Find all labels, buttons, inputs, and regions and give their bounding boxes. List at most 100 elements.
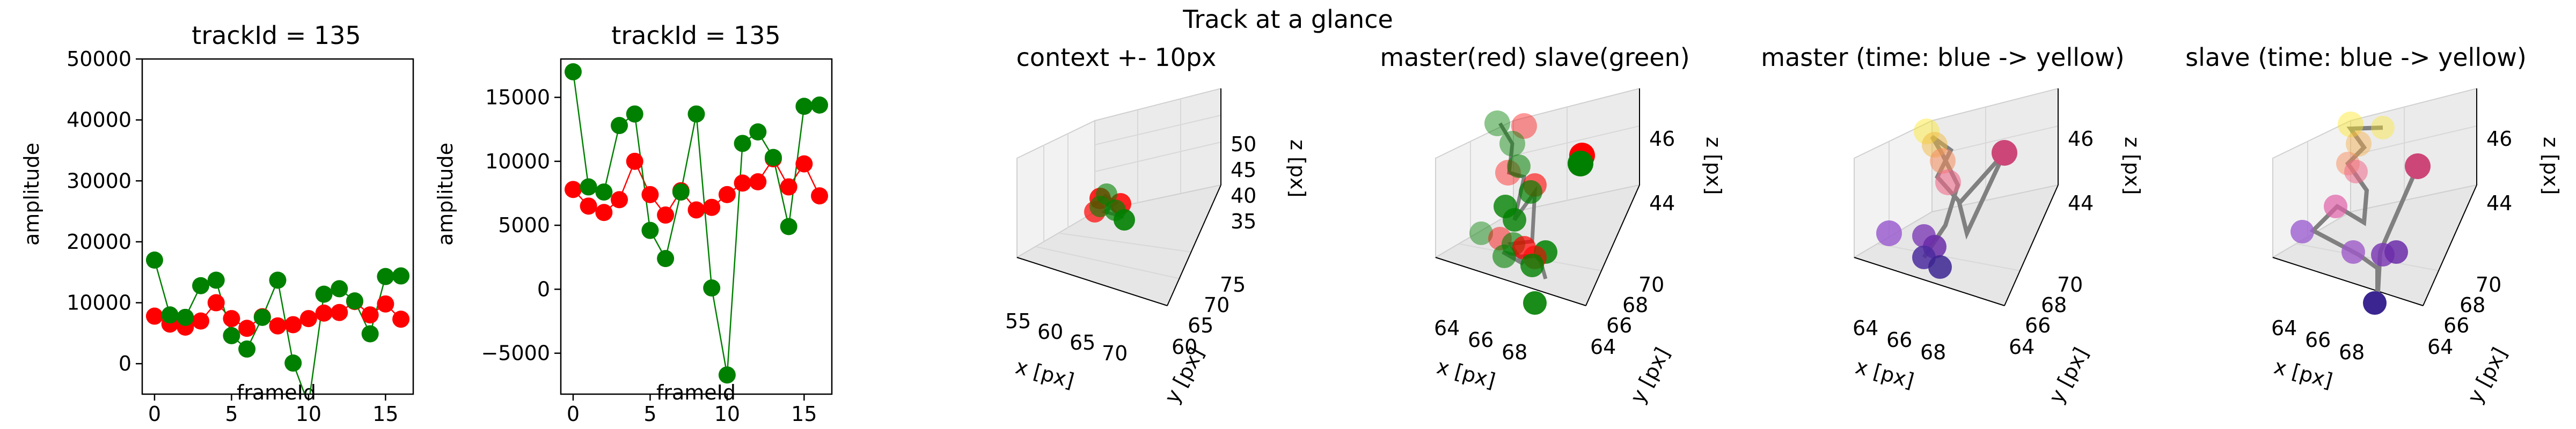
chart-5-xtick: 64 <box>1853 316 1878 340</box>
chart-6-xtick: 68 <box>2339 341 2365 364</box>
chart-4-yticks: 64 66 68 70 <box>1590 273 1664 359</box>
chart-3-title: context +- 10px <box>1016 43 1217 72</box>
chart-1-series-1-point <box>331 304 348 321</box>
chart-6-ylabel: y [px] <box>2463 344 2512 408</box>
chart-6-zlabel: z [px] <box>2539 137 2563 195</box>
chart-6-point <box>2344 160 2368 183</box>
chart-6-point <box>2290 220 2314 243</box>
chart-3-ylabel: y [px] <box>1160 344 1209 408</box>
chart-2-xlabel: frameId <box>656 381 736 404</box>
chart-4-point-slave <box>1507 154 1531 178</box>
chart-5-title: master (time: blue -> yellow) <box>1761 43 2124 72</box>
chart-5-point <box>1935 169 1961 195</box>
chart-2-series-2-point <box>657 250 675 268</box>
chart-6-ztick: 46 <box>2486 127 2512 151</box>
chart-4-xtick: 64 <box>1434 316 1460 340</box>
chart-4-point-slave <box>1520 254 1544 277</box>
chart-6-ytick: 64 <box>2427 335 2453 359</box>
chart-2-xtick-label: 0 <box>567 402 580 426</box>
chart-2-series-1-point <box>811 187 829 205</box>
chart-1-ytick-label: 50000 <box>67 47 131 71</box>
chart-4-point-slave <box>1503 208 1526 232</box>
chart-2-series-area <box>564 63 829 384</box>
chart-2-series-1-point <box>687 201 705 219</box>
chart-2-series-1-point <box>795 155 813 173</box>
chart-1-series-2-point <box>223 327 240 344</box>
chart-5-xtick: 68 <box>1920 341 1946 364</box>
chart-3-xtick: 65 <box>1070 331 1095 354</box>
chart-2-ytick-label: 15000 <box>485 86 550 109</box>
chart-3-xtick: 55 <box>1005 309 1031 333</box>
chart-2-xtick-label: 5 <box>643 402 656 426</box>
chart-6-ytick: 70 <box>2476 273 2501 297</box>
chart-1-series-2-point <box>284 354 302 372</box>
chart-2-series-1-point <box>749 173 767 191</box>
chart-5-zticks: 46 44 <box>2068 127 2094 215</box>
chart-2-series-1-point <box>595 204 613 221</box>
chart-6-title: slave (time: blue -> yellow) <box>2185 43 2527 72</box>
chart-6-xticks: 64 66 68 <box>2271 316 2365 364</box>
chart-2-series-2-point <box>595 183 613 201</box>
chart-2-series-1-point <box>734 174 751 192</box>
chart-4-point-slave <box>1484 110 1510 136</box>
chart-1-series-1-point <box>392 310 410 328</box>
chart-2-series-2-point <box>780 218 797 235</box>
chart-3-ytick: 60 <box>1172 335 1197 359</box>
chart-4-point-slave <box>1469 221 1493 245</box>
chart-6-ytick: 68 <box>2460 293 2485 317</box>
chart-3-points <box>1084 183 1135 231</box>
chart-2-series-2-point <box>626 105 643 123</box>
chart-1-xtick-label: 0 <box>148 402 161 426</box>
chart-1-series-2-point <box>207 271 225 289</box>
figure-suptitle: Track at a glance <box>1182 5 1393 34</box>
chart-6-point <box>2363 291 2387 315</box>
chart-3-ztick: 40 <box>1231 184 1256 208</box>
chart-1-ytick-label: 10000 <box>67 291 131 315</box>
chart-6-xlabel: x [px] <box>2272 354 2335 393</box>
chart-5-xlabel: x [px] <box>1853 354 1916 393</box>
chart-2-series-1-point <box>657 206 675 224</box>
chart-5-point <box>1876 220 1902 246</box>
chart-1-series-1-point <box>145 307 163 325</box>
chart-6-xtick: 64 <box>2271 316 2297 340</box>
chart-3-ytick: 75 <box>1220 273 1246 297</box>
chart-2-series-1-point <box>780 178 797 196</box>
chart-4-zlabel: z [px] <box>1702 137 1725 195</box>
chart-5-ylabel: y [px] <box>2044 344 2093 408</box>
chart-4-ztick: 46 <box>1649 127 1675 151</box>
chart-1-series-2-point <box>377 268 394 285</box>
chart-6-point <box>2338 112 2363 137</box>
chart-5-point <box>1992 140 2017 166</box>
chart-4-ztick: 44 <box>1649 191 1675 215</box>
chart-4-ylabel: y [px] <box>1626 344 1674 408</box>
chart-4-point-slave <box>1519 180 1542 204</box>
chart-2-series-2-point <box>734 135 751 152</box>
chart-1-series-1-point <box>361 306 379 324</box>
chart-2-frame <box>560 58 833 395</box>
chart-1-series-2-point <box>331 280 348 298</box>
chart-5-xticks: 64 66 68 <box>1853 316 1946 364</box>
chart-2: trackId = 135 frameId amplitude 0 5 10 15 −5… <box>434 21 833 426</box>
chart-4-point-slave <box>1568 151 1593 176</box>
chart-2-series-2-point <box>811 96 829 114</box>
chart-6-point <box>2341 240 2365 264</box>
chart-6-xtick: 66 <box>2305 328 2331 352</box>
chart-6-point <box>2324 195 2347 218</box>
chart-2-series-1-point <box>580 197 597 215</box>
chart-1-plot: 0 5 10 15 0 10000 20000 30000 40000 50000 <box>67 47 414 426</box>
chart-3-ytick: 65 <box>1188 314 1213 337</box>
chart-5: master (time: blue -> yellow) 64 66 68 <box>1761 43 2144 407</box>
chart-2-xtick-label: 15 <box>791 402 817 426</box>
chart-4-xtick: 66 <box>1468 328 1494 352</box>
chart-5-ytick: 64 <box>2009 335 2035 359</box>
chart-1-series-2-point <box>392 267 410 285</box>
chart-2-series-2-point <box>611 117 628 135</box>
chart-3-ztick: 50 <box>1231 132 1256 156</box>
chart-3-xtick: 70 <box>1102 342 1128 365</box>
chart-2-series-2-point <box>749 123 767 140</box>
chart-2-series-1-point <box>718 186 736 203</box>
chart-4-xtick: 68 <box>1502 341 1527 364</box>
chart-1-ytick-label: 0 <box>119 352 131 375</box>
chart-6: slave (time: blue -> yellow) 64 <box>2185 43 2563 407</box>
chart-3-xtick: 60 <box>1037 320 1063 344</box>
